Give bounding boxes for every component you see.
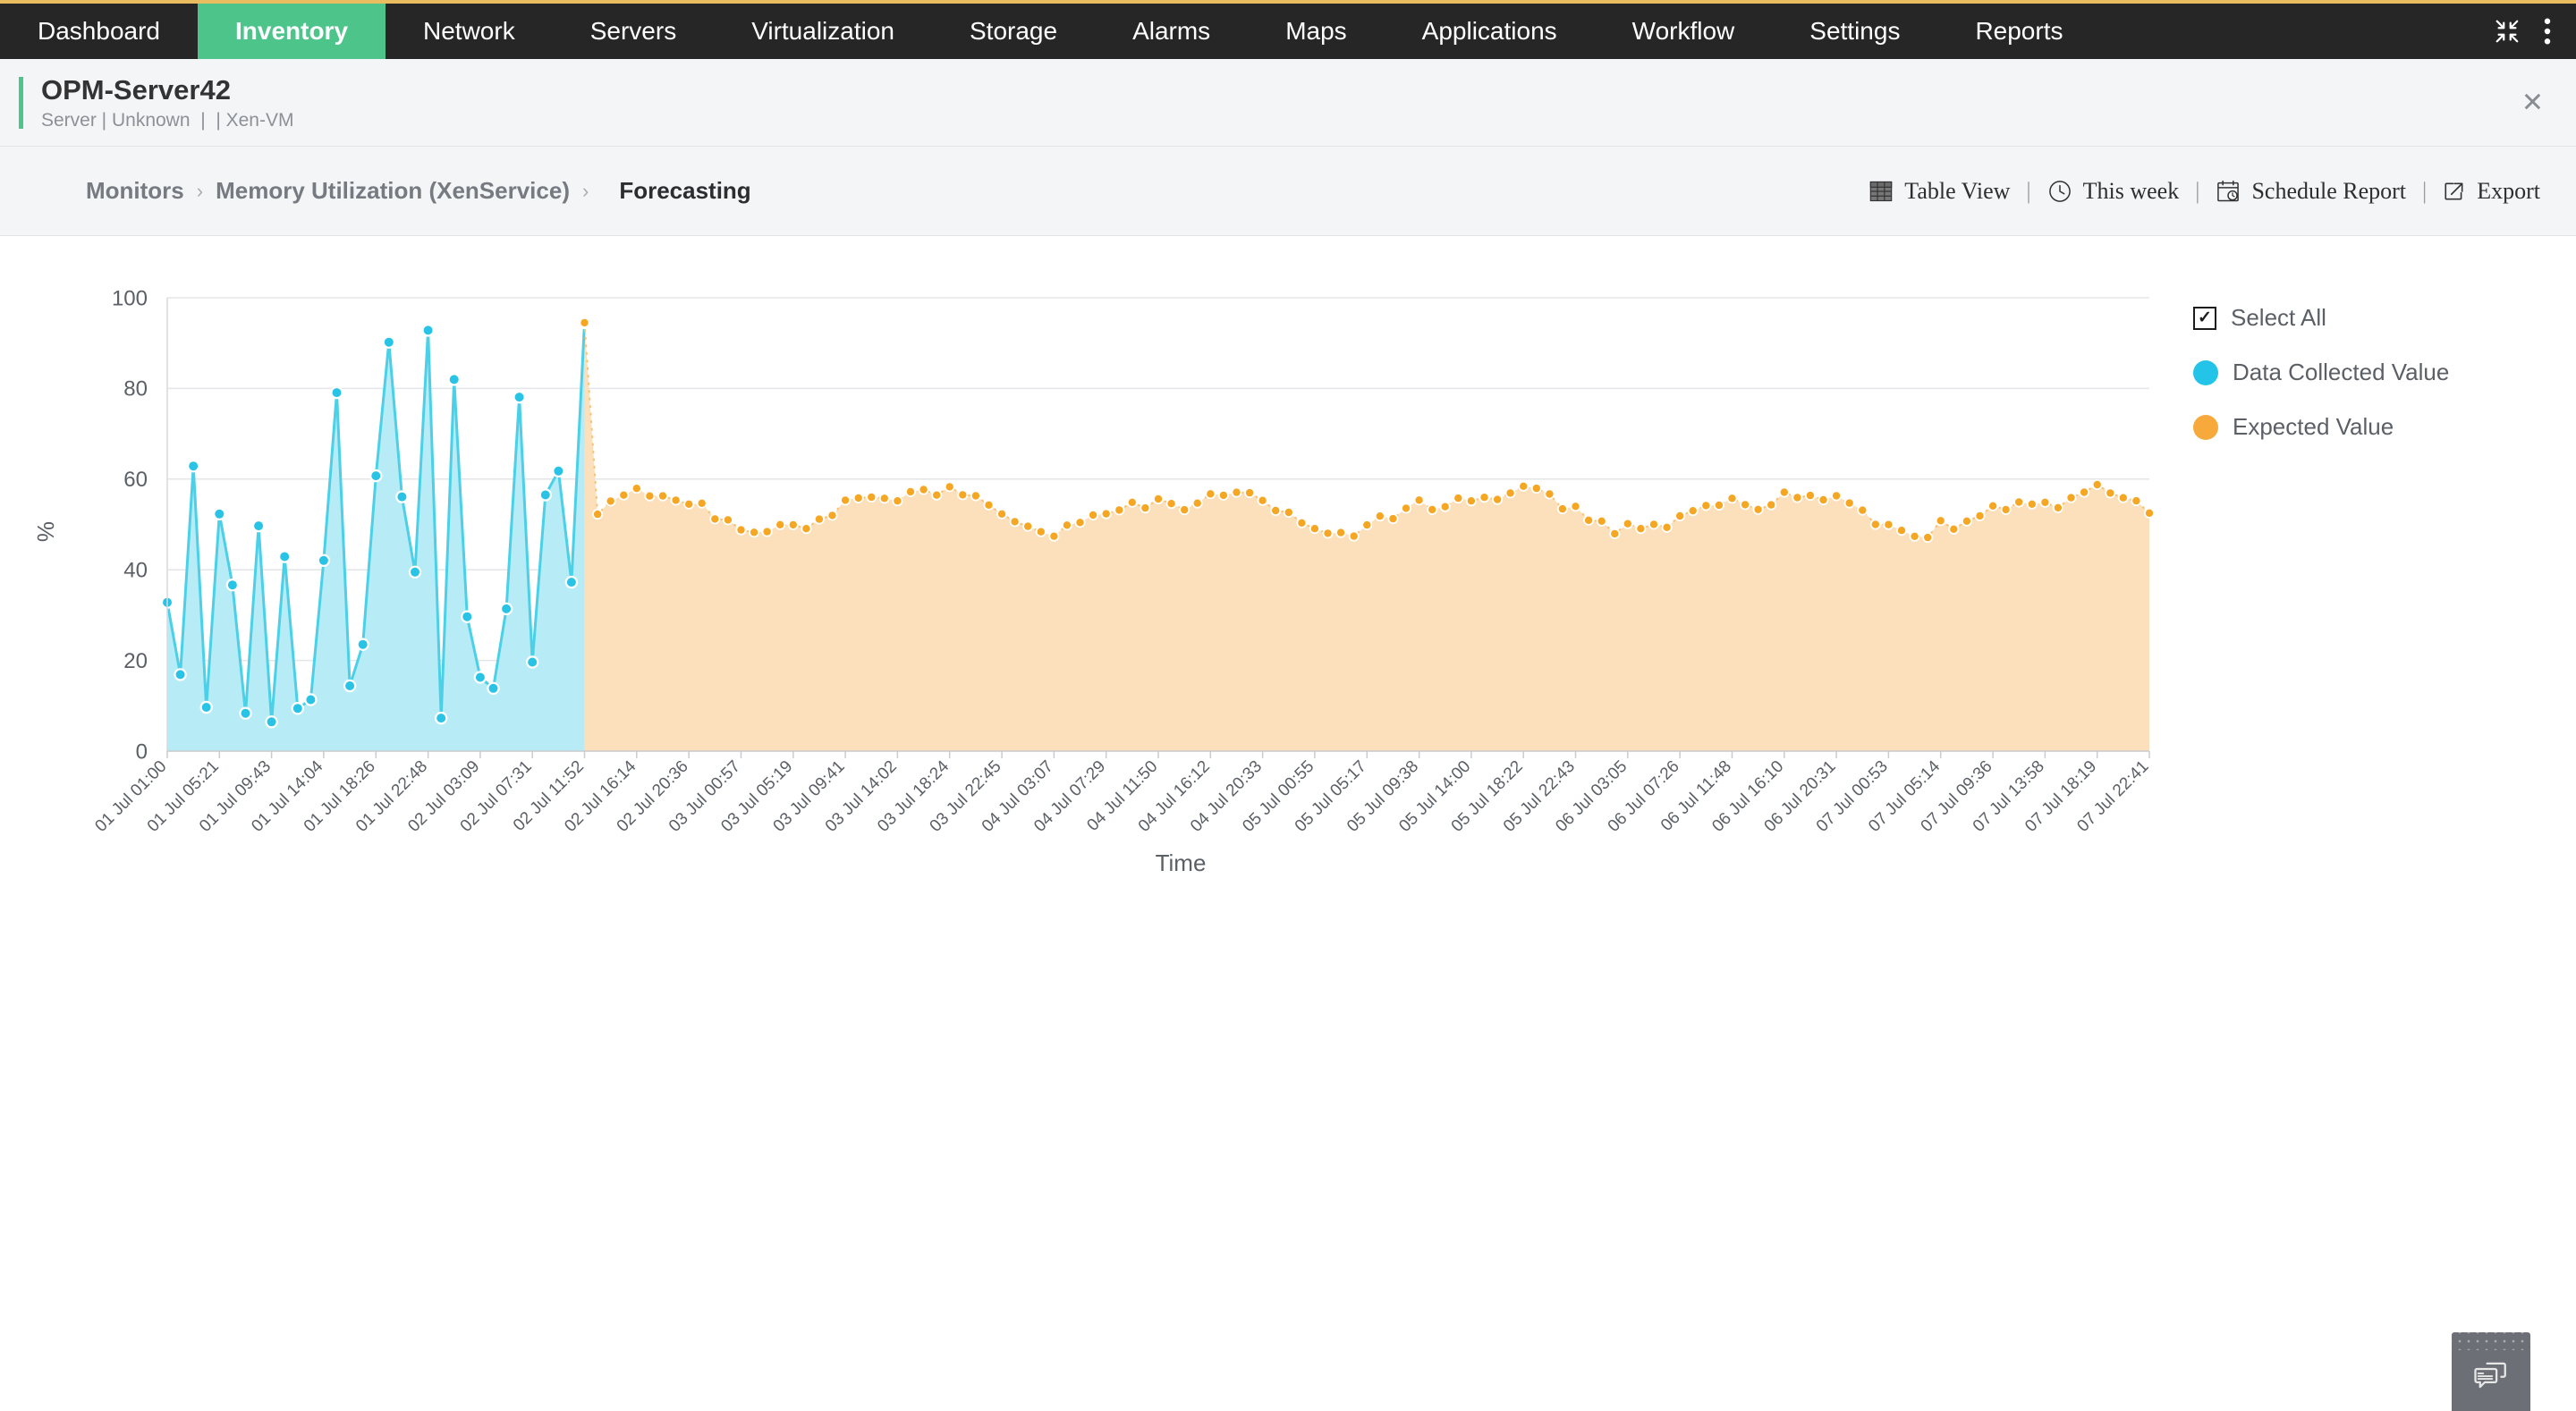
svg-text:60: 60 [123,468,148,492]
svg-text:100: 100 [112,286,148,310]
svg-text:Time: Time [1156,849,1207,876]
svg-text:80: 80 [123,377,148,401]
svg-text:0: 0 [136,739,148,764]
svg-text:20: 20 [123,649,148,673]
svg-text:40: 40 [123,559,148,583]
svg-text:%: % [32,521,59,542]
